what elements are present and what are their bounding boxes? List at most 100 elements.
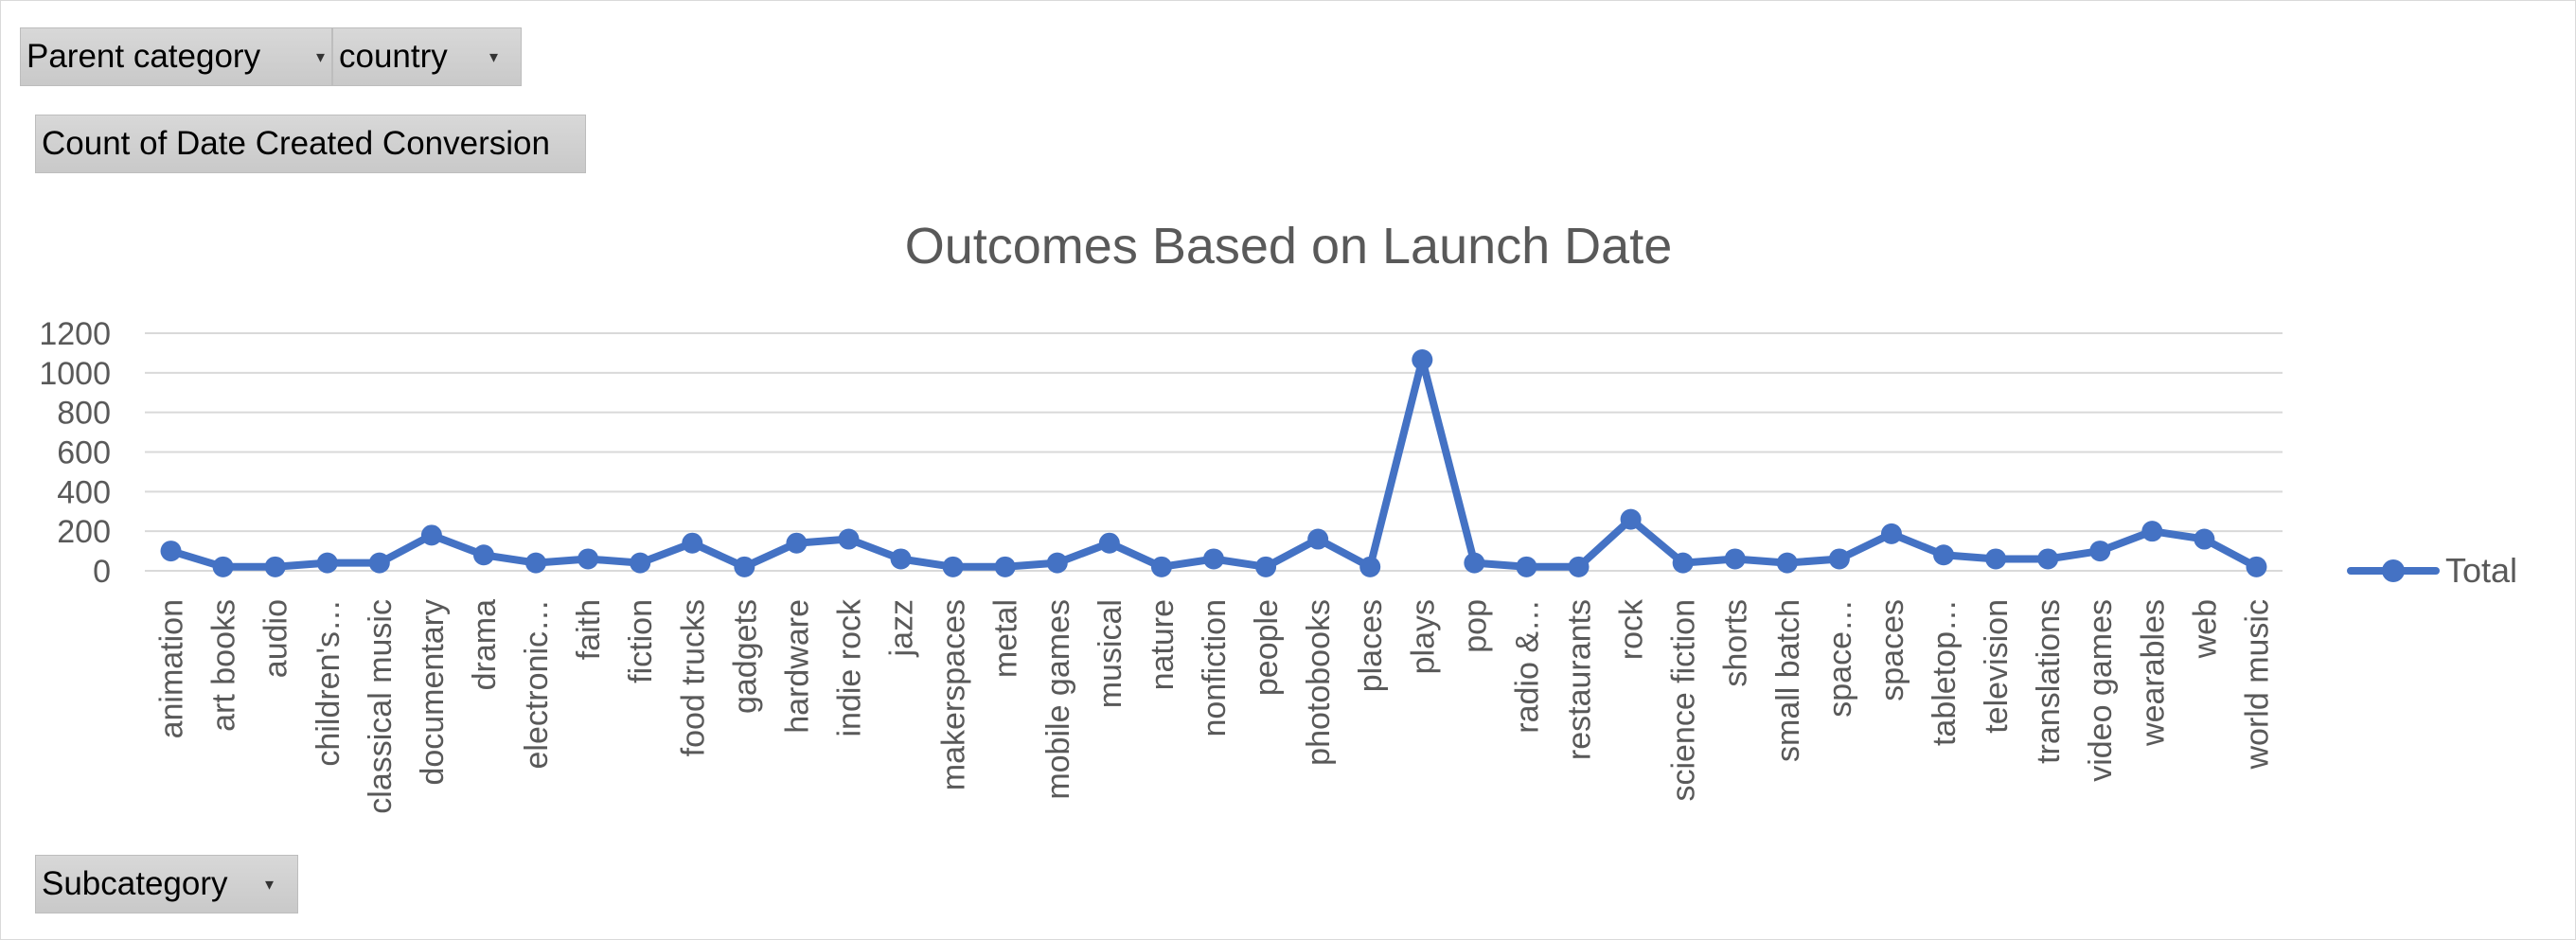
data-point[interactable] — [160, 541, 182, 562]
x-tick-label: fiction — [623, 599, 659, 683]
data-point[interactable] — [264, 556, 286, 577]
data-point[interactable] — [1985, 548, 2007, 570]
data-point[interactable] — [1255, 556, 1277, 577]
x-tick-label: musical — [1093, 599, 1128, 708]
x-tick-label: science fiction — [1666, 599, 1702, 802]
data-point[interactable] — [1933, 544, 1955, 566]
data-point[interactable] — [1359, 556, 1381, 577]
data-point[interactable] — [212, 556, 234, 577]
x-axis-ticks: animation art books audio children's… classi… — [154, 598, 2276, 814]
chevron-down-icon: ▾ — [489, 47, 499, 66]
data-point[interactable] — [1046, 552, 1068, 574]
x-tick-label: mobile games — [1040, 599, 1076, 800]
x-tick-label: video games — [2083, 599, 2119, 782]
x-tick-label: food trucks — [675, 599, 711, 756]
values-field-label: Count of Date Created Conversion — [42, 125, 550, 162]
data-point[interactable] — [786, 532, 808, 554]
x-tick-label: restaurants — [1562, 599, 1598, 760]
data-point[interactable] — [577, 548, 599, 570]
x-tick-label: rock — [1614, 598, 1650, 660]
x-tick-label: electronic… — [519, 599, 555, 770]
legend-label-total: Total — [2445, 551, 2517, 590]
data-point[interactable] — [1672, 552, 1694, 574]
chevron-down-icon: ▾ — [316, 47, 326, 66]
data-point[interactable] — [1516, 556, 1537, 577]
data-point[interactable] — [1203, 548, 1224, 570]
data-point[interactable] — [1724, 548, 1746, 570]
x-tick-label: nature — [1145, 599, 1181, 690]
data-point[interactable] — [1828, 548, 1850, 570]
x-tick-label: spaces — [1874, 599, 1910, 701]
x-tick-label: drama — [467, 599, 503, 690]
data-point[interactable] — [942, 556, 964, 577]
legend: Total — [2347, 551, 2517, 590]
subcategory-filter-button[interactable]: Subcategory ▾ — [35, 855, 298, 913]
data-point[interactable] — [682, 532, 703, 554]
data-point[interactable] — [2246, 556, 2267, 577]
x-tick-label: hardware — [779, 599, 815, 734]
x-tick-label: space… — [1822, 599, 1858, 718]
x-tick-label: web — [2187, 599, 2223, 659]
x-tick-label: indie rock — [831, 598, 867, 737]
y-tick-label: 0 — [93, 554, 111, 590]
x-tick-label: documentary — [415, 599, 451, 786]
y-tick-label: 800 — [57, 396, 111, 432]
data-point[interactable] — [1880, 523, 1902, 544]
data-point[interactable] — [1776, 552, 1798, 574]
x-tick-label: small batch — [1770, 599, 1806, 762]
data-point[interactable] — [1150, 556, 1172, 577]
x-tick-label: shorts — [1718, 599, 1754, 687]
data-point[interactable] — [1620, 508, 1642, 530]
x-tick-label: pop — [1457, 599, 1493, 653]
y-tick-label: 1200 — [39, 316, 111, 352]
y-tick-label: 600 — [57, 435, 111, 471]
x-tick-label: world music — [2239, 599, 2275, 770]
country-label: country — [339, 38, 448, 75]
data-point[interactable] — [525, 552, 547, 574]
x-tick-label: nonfiction — [1197, 599, 1233, 737]
x-tick-label: makerspaces — [936, 599, 972, 790]
x-tick-label: television — [1979, 599, 2015, 734]
legend-marker — [2382, 559, 2405, 582]
data-point[interactable] — [2141, 521, 2163, 542]
data-point[interactable] — [2037, 548, 2059, 570]
y-tick-label: 200 — [57, 514, 111, 550]
gridlines — [145, 332, 2283, 572]
parent-category-filter-button[interactable]: Parent category ▾ — [20, 27, 332, 86]
x-tick-label: animation — [154, 599, 190, 738]
data-point[interactable] — [2089, 541, 2111, 562]
data-point[interactable] — [630, 552, 651, 574]
data-point[interactable] — [1568, 556, 1590, 577]
x-tick-label: jazz — [884, 599, 920, 657]
data-point[interactable] — [472, 544, 494, 566]
x-tick-label: classical music — [363, 599, 399, 814]
x-tick-label: photobooks — [1301, 599, 1337, 766]
data-point[interactable] — [368, 552, 390, 574]
country-filter-button[interactable]: country ▾ — [332, 27, 522, 86]
data-point[interactable] — [1307, 528, 1329, 550]
chart-title: Outcomes Based on Launch Date — [905, 218, 1673, 275]
series-line-total — [167, 356, 2261, 571]
series-total — [160, 349, 2267, 577]
data-point[interactable] — [734, 556, 755, 577]
y-tick-label: 1000 — [39, 356, 111, 392]
data-point[interactable] — [1412, 349, 1433, 371]
x-tick-label: wearables — [2135, 599, 2171, 747]
values-field-button[interactable]: Count of Date Created Conversion — [35, 115, 586, 173]
data-point[interactable] — [316, 552, 338, 574]
data-point[interactable] — [2194, 528, 2215, 550]
x-tick-label: children's… — [311, 599, 346, 767]
x-tick-label: places — [1353, 599, 1389, 692]
data-point[interactable] — [1464, 552, 1485, 574]
chevron-down-icon: ▾ — [265, 875, 275, 894]
data-point[interactable] — [994, 556, 1016, 577]
data-point[interactable] — [838, 528, 860, 550]
data-point[interactable] — [420, 524, 442, 546]
x-tick-label: gadgets — [727, 599, 763, 714]
data-point[interactable] — [1098, 532, 1120, 554]
x-tick-label: audio — [258, 599, 294, 678]
data-point[interactable] — [890, 548, 912, 570]
x-tick-label: metal — [988, 599, 1024, 678]
